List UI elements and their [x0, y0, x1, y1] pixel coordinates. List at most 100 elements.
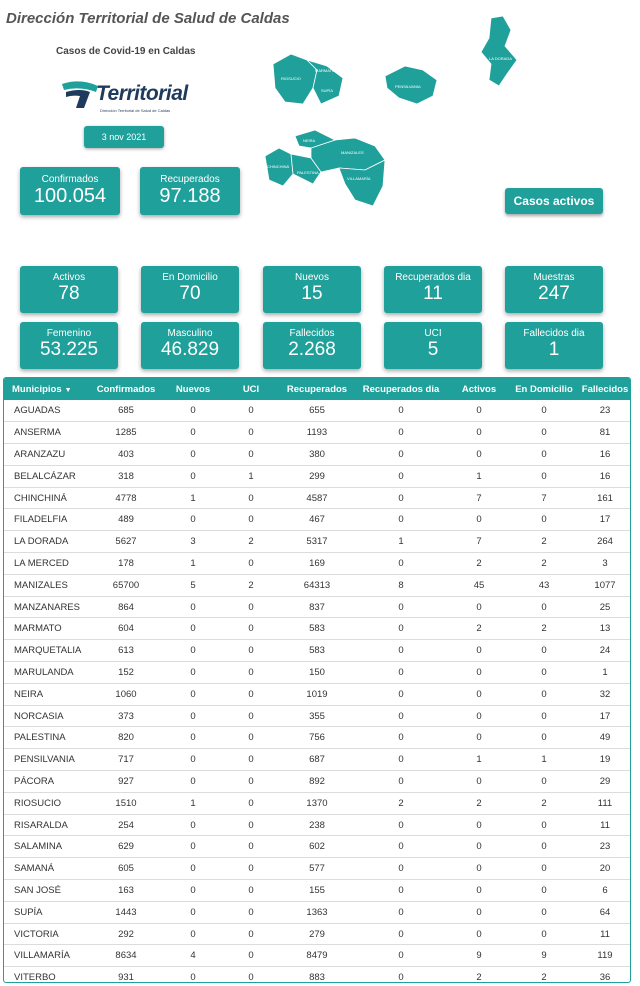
- casos-activos-button[interactable]: Casos activos: [505, 188, 603, 214]
- cell-uci: 1: [222, 465, 280, 488]
- table-row[interactable]: MARULANDA 152 0 0 150 0 0 0 1: [4, 661, 630, 684]
- cell-fallecidos: 49: [578, 726, 630, 750]
- cell-recuperados: 155: [280, 879, 354, 902]
- cell-en-domicilio: 0: [510, 661, 578, 684]
- table-row[interactable]: VITERBO 931 0 0 883 0 2 2 36: [4, 966, 630, 982]
- table-row[interactable]: VICTORIA 292 0 0 279 0 0 0 11: [4, 923, 630, 946]
- table-row[interactable]: MANIZALES 65700 5 2 64313 8 45 43 1077: [4, 574, 630, 597]
- table-row[interactable]: ANSERMA 1285 0 0 1193 0 0 0 81: [4, 421, 630, 445]
- table-row[interactable]: PALESTINA 820 0 0 756 0 0 0 49: [4, 726, 630, 750]
- table-row[interactable]: CHINCHINÁ 4778 1 0 4587 0 7 7 161: [4, 487, 630, 510]
- date-button[interactable]: 3 nov 2021: [84, 126, 164, 148]
- map-label-neira: NEIRA: [303, 138, 316, 143]
- cell-recuperados-dia: 0: [354, 508, 448, 532]
- cell-fallecidos: 11: [578, 814, 630, 837]
- column-header-en-domicilio[interactable]: En Domicilio: [510, 378, 578, 400]
- cell-recuperados-dia: 0: [354, 487, 448, 510]
- cell-recuperados: 583: [280, 617, 354, 641]
- cell-uci: 2: [222, 530, 280, 554]
- cell-activos: 2: [448, 617, 510, 641]
- cell-recuperados: 64313: [280, 574, 354, 597]
- cell-recuperados: 4587: [280, 487, 354, 510]
- cell-uci: 0: [222, 770, 280, 793]
- cell-uci: 0: [222, 487, 280, 510]
- table-row[interactable]: VILLAMARÍA 8634 4 0 8479 0 9 9 119: [4, 944, 630, 968]
- table-row[interactable]: MARMATO 604 0 0 583 0 2 2 13: [4, 617, 630, 641]
- table-row[interactable]: NEIRA 1060 0 0 1019 0 0 0 32: [4, 683, 630, 706]
- table-row[interactable]: MANZANARES 864 0 0 837 0 0 0 25: [4, 596, 630, 619]
- kpi-card-nuevos: Nuevos 15: [263, 266, 361, 313]
- cell-uci: 0: [222, 683, 280, 706]
- map-label-pensilvania: PENSILVANIA: [395, 84, 421, 89]
- cell-recuperados-dia: 0: [354, 421, 448, 445]
- cell-activos: 0: [448, 857, 510, 881]
- table-row[interactable]: LA MERCED 178 1 0 169 0 2 2 3: [4, 552, 630, 575]
- table-row[interactable]: PENSILVANIA 717 0 0 687 0 1 1 19: [4, 748, 630, 772]
- table-row[interactable]: LA DORADA 5627 3 2 5317 1 7 2 264: [4, 530, 630, 554]
- cell-fallecidos: 6: [578, 879, 630, 902]
- column-header-fallecidos[interactable]: Fallecidos: [578, 378, 630, 400]
- cell-fallecidos: 17: [578, 705, 630, 728]
- table-row[interactable]: RISARALDA 254 0 0 238 0 0 0 11: [4, 814, 630, 837]
- cell-recuperados-dia: 0: [354, 552, 448, 575]
- cell-en-domicilio: 0: [510, 857, 578, 881]
- table-row[interactable]: FILADELFIA 489 0 0 467 0 0 0 17: [4, 508, 630, 532]
- cell-uci: 0: [222, 508, 280, 532]
- cell-fallecidos: 11: [578, 923, 630, 946]
- cell-recuperados-dia: 8: [354, 574, 448, 597]
- cell-nuevos: 0: [164, 857, 222, 881]
- cell-en-domicilio: 0: [510, 443, 578, 466]
- cell-municipio: SALAMINA: [4, 835, 88, 859]
- cell-uci: 0: [222, 966, 280, 982]
- table-row[interactable]: MARQUETALIA 613 0 0 583 0 0 0 24: [4, 639, 630, 663]
- cell-fallecidos: 17: [578, 508, 630, 532]
- cell-uci: 0: [222, 857, 280, 881]
- cell-fallecidos: 20: [578, 857, 630, 881]
- cell-nuevos: 0: [164, 508, 222, 532]
- cell-uci: 0: [222, 421, 280, 445]
- cell-fallecidos: 19: [578, 748, 630, 772]
- cell-activos: 2: [448, 552, 510, 575]
- column-header-nuevos[interactable]: Nuevos: [164, 378, 222, 400]
- column-header-recuperados[interactable]: Recuperados: [280, 378, 354, 400]
- table-row[interactable]: SAMANÁ 605 0 0 577 0 0 0 20: [4, 857, 630, 881]
- table-row[interactable]: NORCASIA 373 0 0 355 0 0 0 17: [4, 705, 630, 728]
- table-row[interactable]: SUPÍA 1443 0 0 1363 0 0 0 64: [4, 901, 630, 924]
- cell-uci: 0: [222, 552, 280, 575]
- map-label-chinchina: CHINCHINÁ: [267, 164, 290, 169]
- column-header-recuperados-dia[interactable]: Recuperados dia: [354, 378, 448, 400]
- table-row[interactable]: ARANZAZU 403 0 0 380 0 0 0 16: [4, 443, 630, 466]
- cell-municipio: MARULANDA: [4, 661, 88, 684]
- table-row[interactable]: SALAMINA 629 0 0 602 0 0 0 23: [4, 835, 630, 859]
- cell-uci: 0: [222, 814, 280, 837]
- cell-recuperados: 380: [280, 443, 354, 466]
- cell-fallecidos: 13: [578, 617, 630, 641]
- cell-confirmados: 927: [88, 770, 164, 793]
- cell-fallecidos: 111: [578, 792, 630, 815]
- sort-down-icon[interactable]: ▼: [64, 386, 72, 394]
- cell-municipio: CHINCHINÁ: [4, 487, 88, 510]
- column-header-uci[interactable]: UCI: [222, 378, 280, 400]
- table-row[interactable]: BELALCÁZAR 318 0 1 299 0 1 0 16: [4, 465, 630, 488]
- cell-en-domicilio: 0: [510, 639, 578, 663]
- column-header-confirmados[interactable]: Confirmados: [88, 378, 164, 400]
- table-row[interactable]: PÁCORA 927 0 0 892 0 0 0 29: [4, 770, 630, 793]
- table-row[interactable]: AGUADAS 685 0 0 655 0 0 0 23: [4, 400, 630, 423]
- table-row[interactable]: RIOSUCIO 1510 1 0 1370 2 2 2 111: [4, 792, 630, 815]
- column-header-municipios[interactable]: Municipios ▼: [4, 378, 88, 400]
- column-header-label: Municipios: [12, 383, 62, 395]
- cell-fallecidos: 64: [578, 901, 630, 924]
- cell-municipio: AGUADAS: [4, 400, 88, 423]
- cell-activos: 0: [448, 443, 510, 466]
- table-row[interactable]: SAN JOSÉ 163 0 0 155 0 0 0 6: [4, 879, 630, 902]
- cell-fallecidos: 23: [578, 835, 630, 859]
- cell-activos: 7: [448, 530, 510, 554]
- cell-nuevos: 5: [164, 574, 222, 597]
- column-header-activos[interactable]: Activos: [448, 378, 510, 400]
- cell-activos: 0: [448, 639, 510, 663]
- kpi-label: En Domicilio: [162, 272, 218, 283]
- cell-confirmados: 178: [88, 552, 164, 575]
- cell-municipio: NEIRA: [4, 683, 88, 706]
- caldas-map[interactable]: RIOSUCIO MARMATO SUPÍA PENSILVANIA LA DO…: [255, 8, 525, 213]
- cell-confirmados: 8634: [88, 944, 164, 968]
